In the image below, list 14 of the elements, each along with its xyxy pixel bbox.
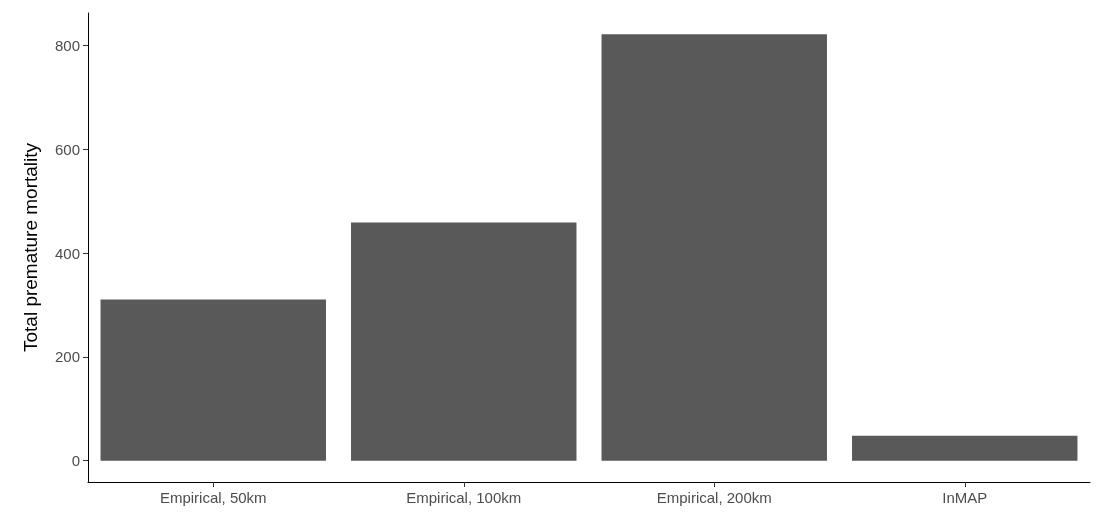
y-tick-label: 400 (54, 244, 80, 262)
y-tick-label: 600 (54, 140, 80, 158)
y-tick-label: 800 (54, 37, 80, 55)
bar (351, 222, 577, 461)
x-tick-label: Empirical, 50km (159, 489, 267, 506)
x-tick-label: Empirical, 200km (656, 489, 772, 506)
x-tick-label: InMAP (942, 489, 988, 506)
y-tick-label: 0 (71, 452, 80, 470)
bar (852, 435, 1078, 461)
bar (601, 34, 827, 461)
y-axis-title: Total premature mortality (20, 142, 41, 353)
x-tick-label: Empirical, 100km (406, 489, 522, 506)
y-tick-label: 200 (54, 348, 80, 366)
bar (100, 299, 326, 461)
